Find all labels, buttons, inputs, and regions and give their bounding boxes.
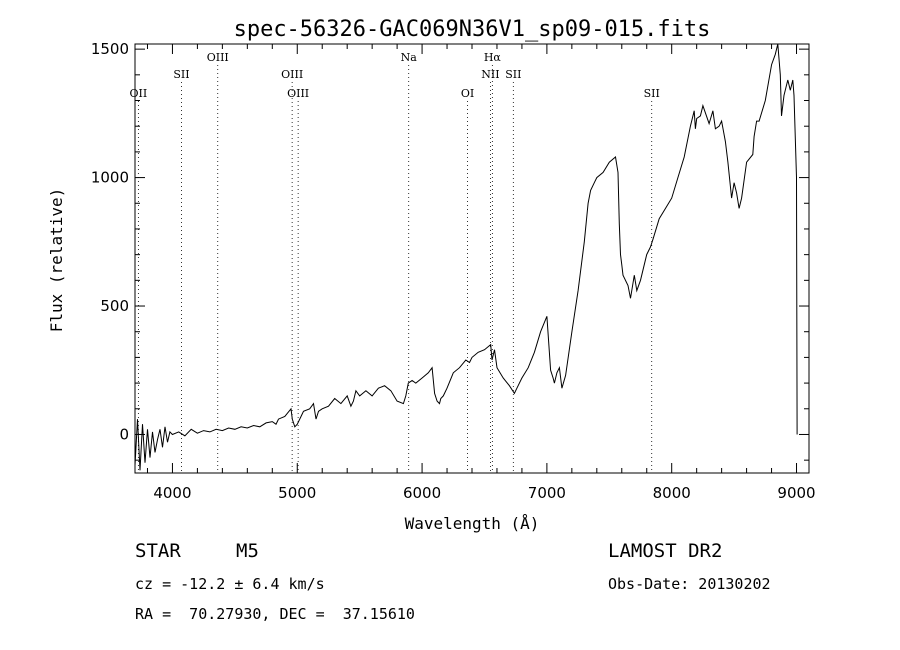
object-class: STAR bbox=[135, 540, 181, 562]
object-subclass: M5 bbox=[236, 540, 259, 562]
coordinates: RA = 70.27930, DEC = 37.15610 bbox=[135, 605, 415, 623]
line-marker-label: SII bbox=[173, 68, 189, 81]
emission-line-markers: OII SII OIII OIII OIII Na OI Hα NII SII SII bbox=[130, 51, 660, 473]
x-tick-label: 4000 bbox=[153, 484, 191, 502]
redshift-velocity: cz = -12.2 ± 6.4 km/s bbox=[135, 575, 325, 593]
line-marker-label: Na bbox=[401, 51, 418, 64]
plot-frame bbox=[134, 43, 810, 474]
line-marker-label: OI bbox=[461, 87, 474, 100]
x-axis-label: Wavelength (Å) bbox=[405, 514, 540, 533]
x-tick-label: 7000 bbox=[528, 484, 566, 502]
line-marker-label: SII bbox=[644, 87, 660, 100]
line-marker-label: NII bbox=[481, 68, 499, 81]
y-tick-label: 1500 bbox=[91, 40, 129, 58]
line-marker-label: OIII bbox=[287, 87, 309, 100]
observation-date: Obs-Date: 20130202 bbox=[608, 575, 771, 593]
y-axis-label: Flux (relative) bbox=[47, 188, 66, 333]
y-tick-label: 0 bbox=[119, 425, 129, 443]
x-tick-label: 6000 bbox=[403, 484, 441, 502]
x-tick-label: 5000 bbox=[278, 484, 316, 502]
survey-name: LAMOST DR2 bbox=[608, 540, 723, 562]
x-tick-label: 8000 bbox=[653, 484, 691, 502]
spectrum-line bbox=[134, 43, 798, 471]
y-tick-label: 500 bbox=[100, 297, 129, 315]
line-marker-label: OIII bbox=[281, 68, 303, 81]
line-marker-label: OII bbox=[130, 87, 148, 100]
line-marker-label: OIII bbox=[207, 51, 229, 64]
x-tick-label: 9000 bbox=[777, 484, 815, 502]
line-marker-label: Hα bbox=[484, 51, 502, 64]
chart-title: spec-56326-GAC069N36V1_sp09-015.fits bbox=[234, 17, 711, 42]
y-tick-label: 1000 bbox=[91, 169, 129, 187]
axis-ticks: 4000 5000 6000 7000 8000 9000 0 500 1000 1500 bbox=[91, 40, 816, 502]
line-marker-label: SII bbox=[505, 68, 521, 81]
